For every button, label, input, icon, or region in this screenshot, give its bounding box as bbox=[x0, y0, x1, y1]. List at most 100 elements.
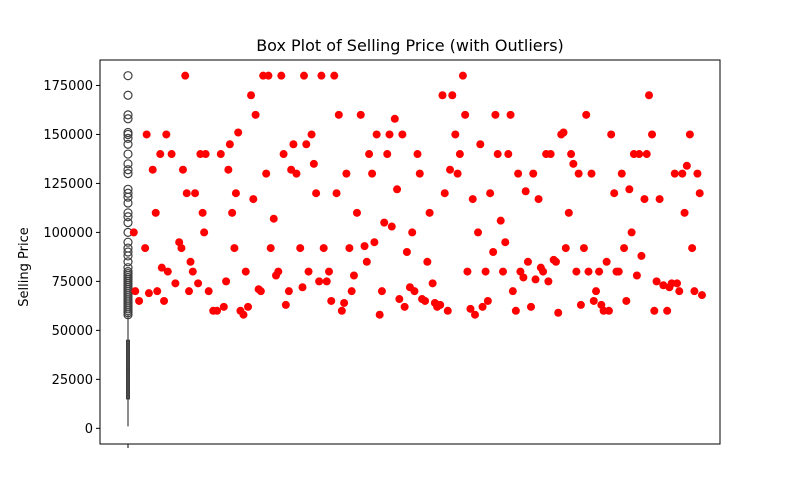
outlier-point bbox=[200, 228, 209, 237]
outlier-point bbox=[216, 150, 225, 159]
outlier-point bbox=[185, 287, 194, 296]
outlier-point bbox=[690, 287, 699, 296]
outlier-point bbox=[523, 257, 532, 266]
outlier-point bbox=[496, 216, 505, 225]
outlier-point bbox=[539, 267, 548, 276]
box-outlier-marker bbox=[123, 212, 133, 222]
outlier-point bbox=[451, 130, 460, 139]
outlier-point bbox=[274, 267, 283, 276]
outlier-point bbox=[561, 244, 570, 253]
outlier-point bbox=[514, 169, 523, 178]
outlier-point bbox=[604, 306, 613, 315]
outlier-point bbox=[508, 287, 517, 296]
outlier-point bbox=[300, 71, 309, 80]
box-outlier-marker bbox=[123, 149, 133, 159]
outlier-point bbox=[330, 71, 339, 80]
outlier-point bbox=[531, 275, 540, 284]
outlier-point bbox=[410, 287, 419, 296]
outlier-point bbox=[219, 302, 228, 311]
outlier-point bbox=[163, 267, 172, 276]
y-tick-label: 50000 bbox=[52, 324, 93, 339]
box-outlier-marker bbox=[123, 169, 133, 179]
outlier-point bbox=[225, 140, 234, 149]
box-outlier-marker bbox=[123, 218, 133, 228]
outlier-point bbox=[637, 251, 646, 260]
box-outlier-marker bbox=[123, 188, 133, 198]
y-tick-label: 75000 bbox=[52, 275, 93, 290]
outlier-point bbox=[171, 279, 180, 288]
outlier-point bbox=[632, 271, 641, 280]
outlier-point bbox=[284, 287, 293, 296]
outlier-point bbox=[564, 208, 573, 217]
outlier-point bbox=[182, 189, 191, 198]
outlier-point bbox=[157, 263, 166, 272]
outlier-point bbox=[302, 140, 311, 149]
outlier-point bbox=[312, 189, 321, 198]
outlier-point bbox=[491, 110, 500, 119]
outlier-point bbox=[572, 267, 581, 276]
outlier-point bbox=[489, 248, 498, 256]
outlier-point bbox=[327, 296, 336, 305]
outlier-point bbox=[468, 195, 477, 204]
y-tick-label: 175000 bbox=[43, 79, 93, 94]
outlier-point bbox=[501, 238, 510, 247]
box-outlier-marker bbox=[123, 159, 133, 169]
outlier-point bbox=[650, 306, 659, 315]
y-axis: 0 25000 50000 75000 100000 125000 150000 175000 bbox=[43, 79, 100, 437]
box-outlier-marker bbox=[123, 237, 133, 247]
outlier-point bbox=[551, 257, 560, 266]
outlier-point bbox=[697, 291, 706, 300]
outlier-point bbox=[682, 161, 691, 170]
outlier-point bbox=[592, 287, 601, 296]
outlier-point bbox=[347, 287, 356, 296]
outlier-point bbox=[693, 169, 702, 178]
outlier-point bbox=[607, 130, 616, 139]
outlier-point bbox=[234, 128, 243, 137]
outlier-point bbox=[224, 165, 233, 174]
outlier-point bbox=[264, 71, 273, 80]
outlier-point bbox=[516, 267, 525, 276]
outlier-point bbox=[589, 296, 598, 305]
outlier-point bbox=[296, 244, 305, 253]
outlier-point bbox=[546, 150, 555, 159]
outlier-point bbox=[249, 195, 258, 204]
box-outlier-marker bbox=[123, 198, 133, 208]
outlier-point bbox=[256, 287, 265, 296]
box-outlier-marker bbox=[123, 257, 133, 267]
outlier-point bbox=[655, 195, 664, 204]
outlier-point bbox=[222, 277, 231, 286]
outlier-point bbox=[144, 289, 153, 298]
outlier-point bbox=[448, 91, 457, 100]
outlier-point bbox=[478, 302, 487, 311]
outlier-point bbox=[443, 306, 452, 315]
outlier-point bbox=[251, 110, 260, 119]
outlier-point bbox=[423, 257, 432, 266]
outlier-point bbox=[239, 310, 248, 319]
outlier-point bbox=[455, 150, 464, 159]
outlier-point bbox=[148, 165, 157, 174]
outlier-point bbox=[151, 208, 160, 217]
outlier-point bbox=[483, 296, 492, 305]
outlier-point bbox=[688, 244, 697, 253]
outlier-point bbox=[201, 150, 210, 159]
outlier-point bbox=[576, 300, 585, 309]
outlier-point bbox=[463, 267, 472, 276]
outlier-point bbox=[408, 228, 417, 237]
outlier-point bbox=[670, 169, 679, 178]
outlier-point bbox=[377, 287, 386, 296]
box-outlier-marker bbox=[123, 266, 133, 277]
outlier-point bbox=[421, 296, 430, 305]
outlier-point bbox=[574, 169, 583, 178]
outlier-point bbox=[309, 159, 318, 168]
outlier-point bbox=[279, 150, 288, 159]
outlier-point bbox=[177, 244, 186, 253]
outlier-point bbox=[675, 287, 684, 296]
outlier-point bbox=[493, 150, 502, 159]
outlier-point bbox=[529, 169, 538, 178]
outlier-point bbox=[614, 267, 623, 276]
outlier-point bbox=[481, 267, 490, 276]
outlier-point bbox=[315, 277, 324, 286]
outlier-point bbox=[204, 287, 213, 296]
outlier-point bbox=[511, 306, 520, 315]
